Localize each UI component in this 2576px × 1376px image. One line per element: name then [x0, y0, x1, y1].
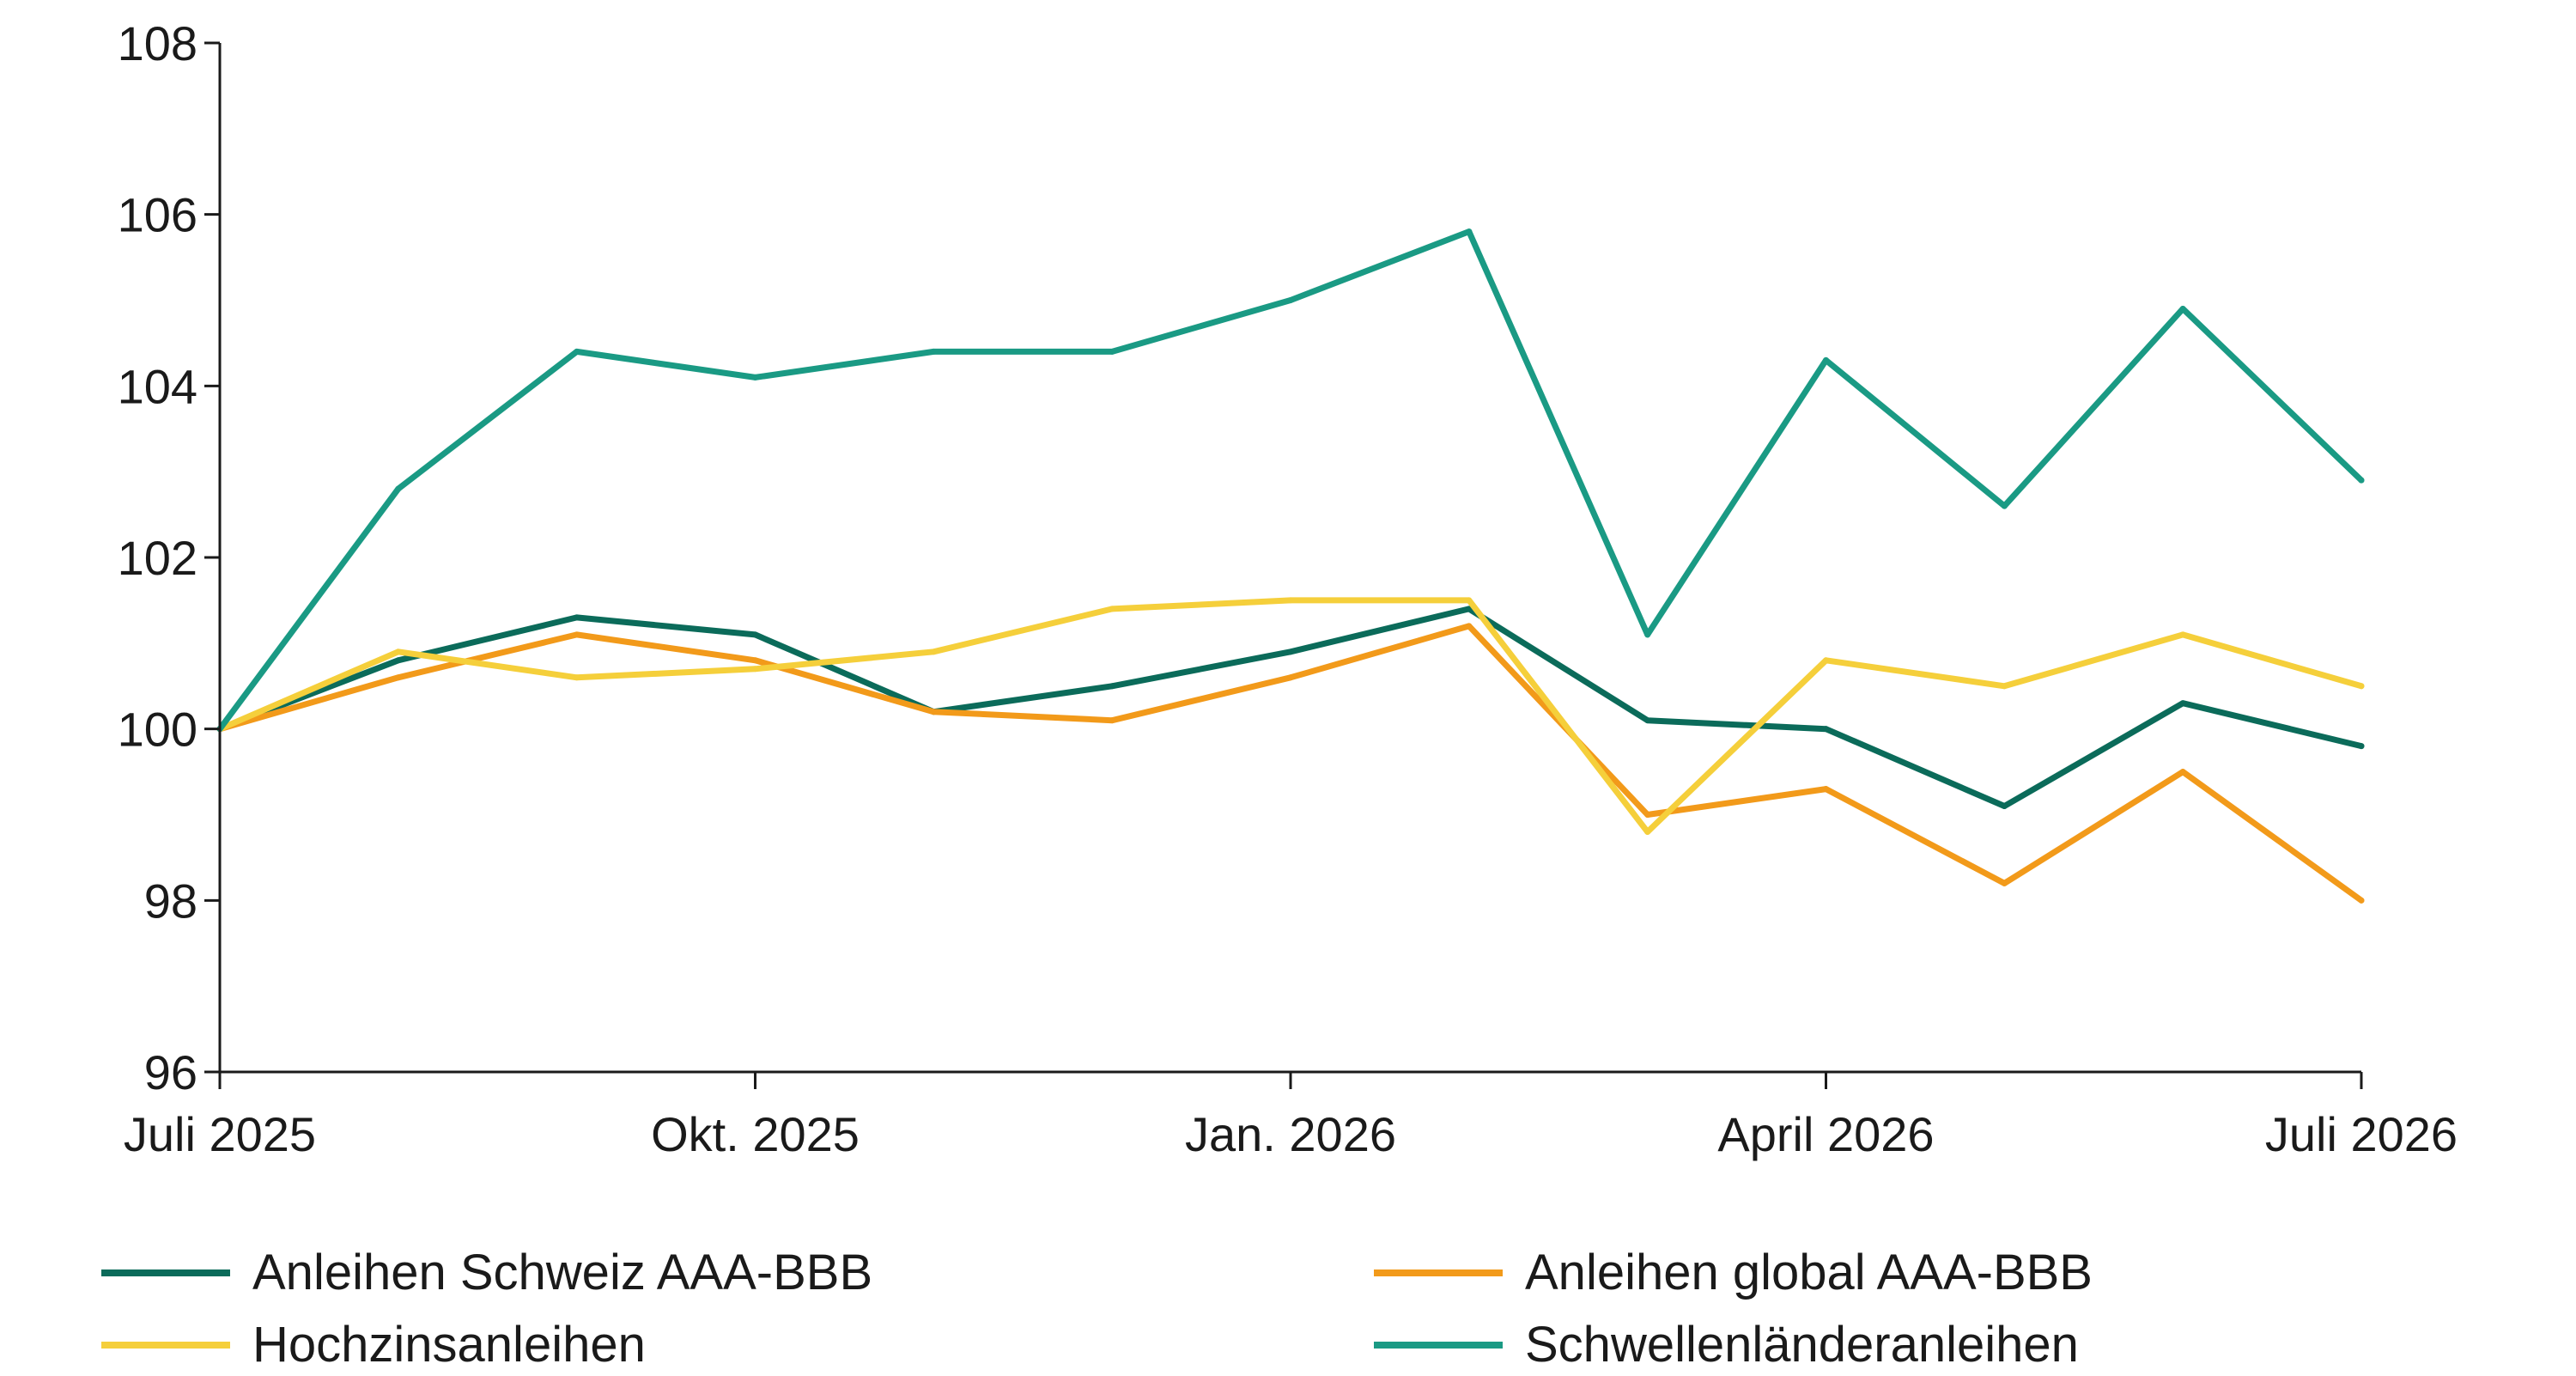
series-line-0 [216, 606, 2365, 809]
series-point-2 [395, 648, 402, 655]
series-point-0 [1823, 726, 1829, 733]
y-tick-label: 98 [144, 874, 197, 928]
series-point-1 [1466, 623, 1473, 630]
series-point-0 [2358, 743, 2365, 750]
series-point-3 [1287, 297, 1294, 303]
series-point-2 [1823, 657, 1829, 664]
axes [218, 43, 2361, 1074]
y-ticks: 96 98 100 102 104 106 108 [118, 16, 220, 1099]
y-tick-label: 106 [118, 188, 197, 242]
series-point-0 [1287, 648, 1294, 655]
series-point-1 [1823, 786, 1829, 793]
series-point-0 [1466, 606, 1473, 612]
series-point-1 [752, 657, 758, 664]
series-point-2 [1109, 606, 1115, 612]
series-point-3 [752, 374, 758, 381]
y-tick-label: 100 [118, 703, 197, 757]
series-point-3 [1823, 356, 1829, 363]
series-point-3 [1644, 631, 1651, 638]
series-point-1 [395, 674, 402, 681]
series-point-1 [574, 631, 580, 638]
series-point-3 [2179, 305, 2186, 312]
series-point-2 [1644, 828, 1651, 835]
x-tick-label: April 2026 [1717, 1107, 1934, 1161]
series-point-0 [574, 614, 580, 621]
series-line-2 [216, 597, 2365, 835]
series-point-2 [752, 666, 758, 673]
series-point-1 [930, 709, 937, 715]
series-point-2 [1466, 597, 1473, 604]
x-tick-label: Juli 2025 [124, 1107, 316, 1161]
series-point-3 [395, 485, 402, 492]
x-ticks: Juli 2025 Okt. 2025 Jan. 2026 April 2026 Jul… [124, 1072, 2458, 1161]
series-point-2 [2358, 683, 2365, 690]
series-point-1 [1644, 812, 1651, 818]
series-point-3 [574, 348, 580, 355]
series-point-3 [930, 348, 937, 355]
series-line-1 [216, 623, 2365, 904]
series-point-3 [2001, 502, 2008, 509]
series-point-3 [1466, 228, 1473, 235]
y-tick-label: 102 [118, 531, 197, 585]
series-point-2 [1287, 597, 1294, 604]
y-tick-label: 108 [118, 16, 197, 70]
series-point-3 [1109, 348, 1115, 355]
series-point-1 [1287, 674, 1294, 681]
y-tick-label: 104 [118, 359, 197, 413]
series-point-2 [2179, 631, 2186, 638]
series-point-1 [1109, 717, 1115, 724]
series-point-0 [2001, 803, 2008, 810]
series-point-2 [2001, 683, 2008, 690]
series-point-0 [2179, 700, 2186, 707]
x-tick-label: Okt. 2025 [651, 1107, 860, 1161]
series-point-0 [752, 631, 758, 638]
y-tick-label: 96 [144, 1045, 197, 1099]
series-point-0 [1644, 717, 1651, 724]
x-tick-label: Juli 2026 [2265, 1107, 2458, 1161]
series-point-0 [1109, 683, 1115, 690]
series-point-1 [2358, 897, 2365, 904]
series-point-2 [930, 648, 937, 655]
series-point-0 [395, 657, 402, 664]
series-point-1 [2001, 880, 2008, 886]
series-point-3 [2358, 477, 2365, 484]
series-point-1 [2179, 769, 2186, 776]
x-tick-label: Jan. 2026 [1185, 1107, 1396, 1161]
plot-lines [216, 228, 2365, 904]
series-point-2 [574, 674, 580, 681]
